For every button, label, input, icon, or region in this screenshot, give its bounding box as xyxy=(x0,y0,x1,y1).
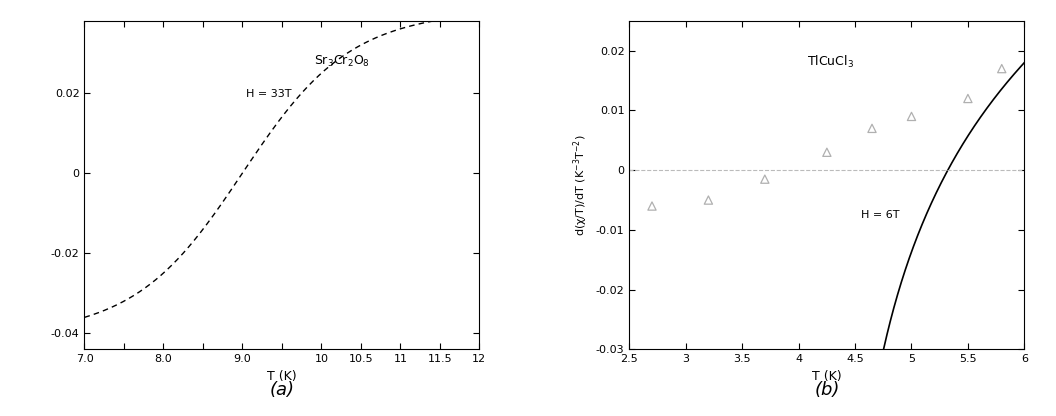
Point xyxy=(643,203,660,209)
Point xyxy=(960,95,977,102)
Y-axis label: d(χ/T)/dT (K$^{-3}$T$^{-2}$): d(χ/T)/dT (K$^{-3}$T$^{-2}$) xyxy=(571,134,590,236)
Point xyxy=(700,197,717,203)
Text: Sr$_3$Cr$_2$O$_8$: Sr$_3$Cr$_2$O$_8$ xyxy=(314,54,370,69)
Text: (a): (a) xyxy=(269,381,295,399)
Point xyxy=(756,176,773,183)
Text: H = 33T: H = 33T xyxy=(246,89,291,99)
Point xyxy=(994,65,1011,72)
X-axis label: T (K): T (K) xyxy=(812,370,842,383)
Text: TlCuCl$_3$: TlCuCl$_3$ xyxy=(807,54,854,70)
Text: H = 6T: H = 6T xyxy=(861,210,900,220)
X-axis label: T (K): T (K) xyxy=(267,370,297,383)
Point xyxy=(864,125,881,132)
Point xyxy=(818,149,835,156)
Point xyxy=(903,113,920,120)
Text: (b): (b) xyxy=(814,381,840,399)
